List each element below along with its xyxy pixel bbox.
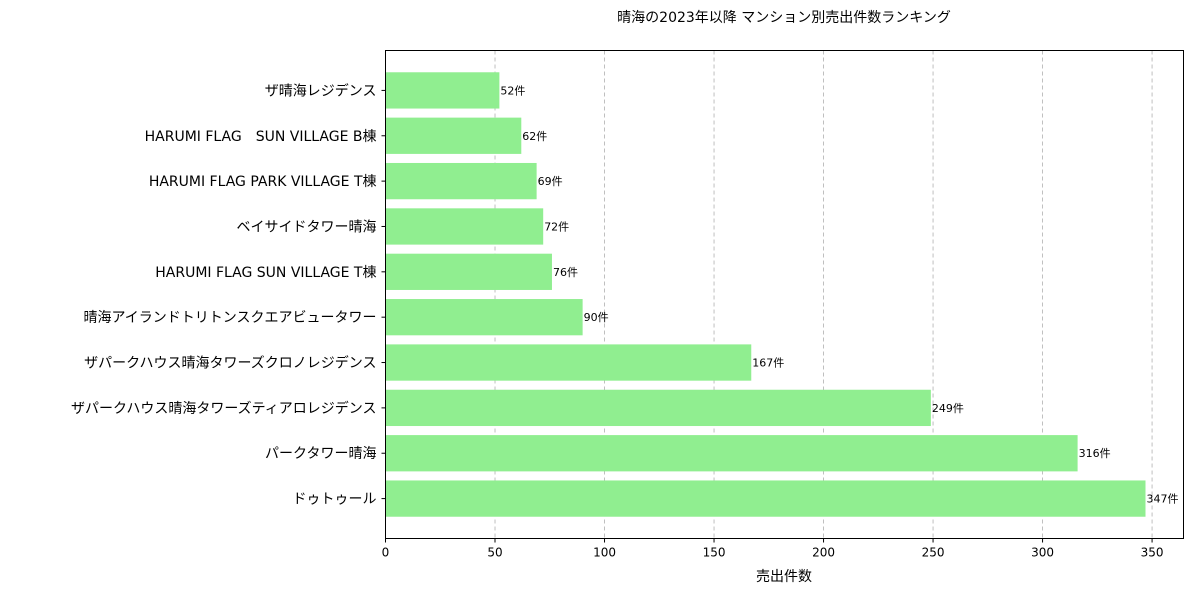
x-tick-label: 200 (812, 546, 835, 560)
y-tick-label: HARUMI FLAG SUN VILLAGE B棟 (145, 129, 377, 145)
bar (385, 480, 1146, 517)
bar (385, 72, 500, 109)
bar (385, 117, 522, 154)
y-tick-label: HARUMI FLAG PARK VILLAGE T棟 (149, 174, 377, 190)
data-label: 76件 (553, 266, 578, 279)
bar (385, 208, 544, 245)
x-ticks: 0 50 100 150 200 250 300 350 (382, 538, 1164, 560)
data-label: 90件 (584, 311, 609, 324)
x-tick-label: 50 (487, 546, 502, 560)
data-label: 52件 (500, 84, 525, 97)
bar (385, 344, 752, 381)
x-tick-label: 100 (593, 546, 616, 560)
y-tick-label: ドゥトゥール (293, 492, 377, 508)
bar (385, 299, 583, 336)
x-axis-label: 売出件数 (756, 569, 812, 585)
chart-title: 晴海の2023年以降 マンション別売出件数ランキング (617, 10, 951, 26)
data-label: 62件 (522, 130, 547, 143)
y-tick-label: ザパークハウス晴海タワーズティアロレジデンス (71, 400, 376, 417)
data-label: 167件 (752, 357, 784, 370)
x-tick-label: 350 (1141, 546, 1164, 560)
y-tick-label: パークタワー晴海 (265, 446, 376, 462)
x-tick-label: 300 (1031, 546, 1054, 560)
bar (385, 435, 1078, 472)
bar (385, 253, 552, 290)
data-label: 249件 (932, 402, 964, 415)
data-label: 316件 (1079, 447, 1111, 460)
y-tick-label: ザ晴海レジデンス (265, 82, 377, 99)
x-tick-label: 0 (382, 546, 390, 560)
y-tick-label: ザパークハウス晴海タワーズクロノレジデンス (84, 355, 376, 372)
x-tick-label: 250 (922, 546, 945, 560)
x-tick-label: 150 (703, 546, 726, 560)
bar (385, 162, 537, 200)
y-tick-label: 晴海アイランドトリトンスクエアビュータワー (83, 310, 376, 326)
data-label: 72件 (544, 220, 569, 233)
data-label: 69件 (538, 175, 563, 188)
data-label: 347件 (1147, 493, 1179, 506)
bar (385, 389, 931, 427)
plot-frame (385, 50, 1184, 539)
y-tick-label: HARUMI FLAG SUN VILLAGE T棟 (155, 265, 376, 281)
y-tick-labels: ドゥトゥール パークタワー晴海 ザパークハウス晴海タワーズティアロレジデンス ザパーク… (71, 82, 386, 508)
y-tick-label: ベイサイドタワー晴海 (237, 219, 377, 235)
bars: 347件 316件 249件 167件 90件 76件 72件 69件 62件 52件 (385, 72, 1179, 517)
